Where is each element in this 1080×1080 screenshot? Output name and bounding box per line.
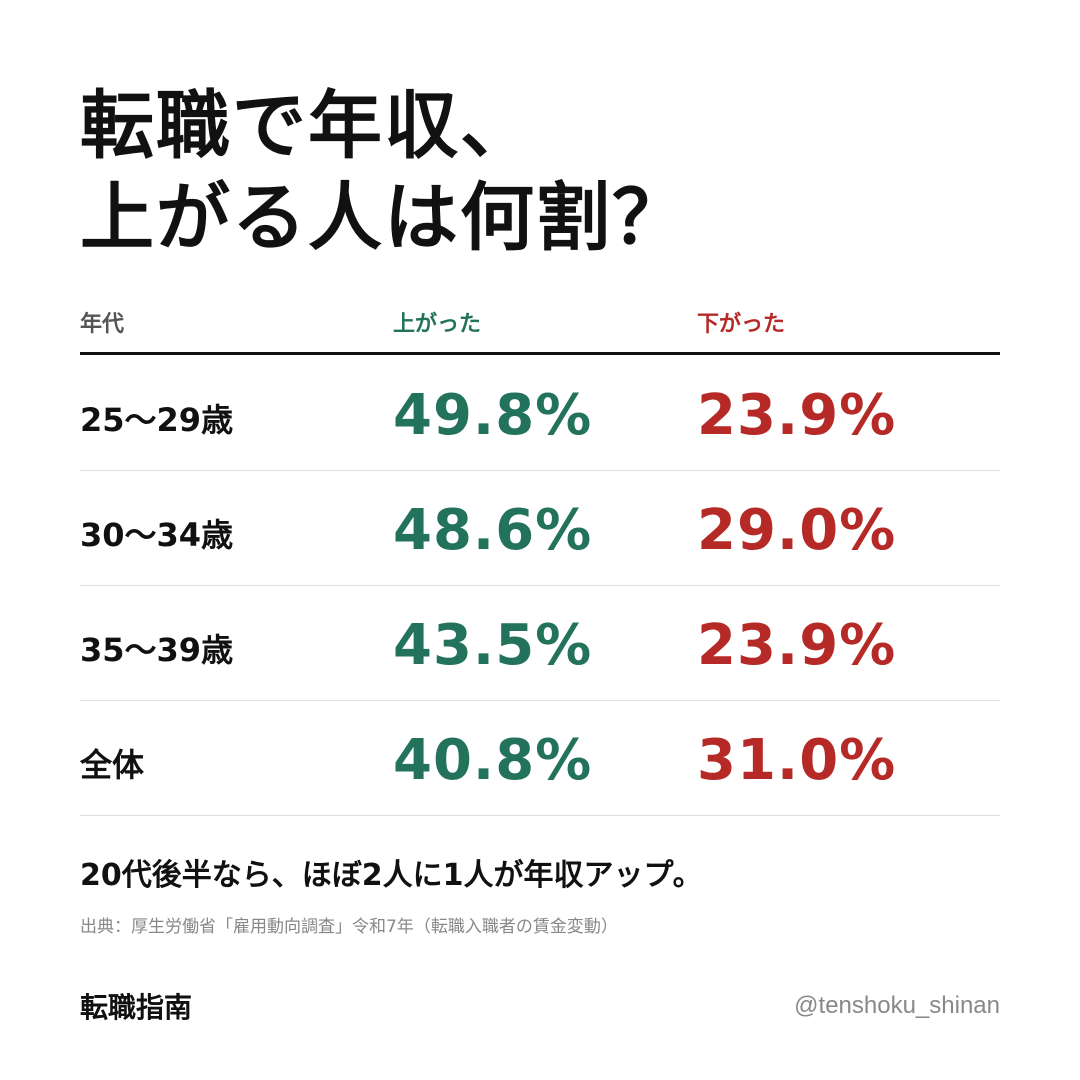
- age-cell: 35〜39歳: [80, 631, 234, 669]
- down-cell: 29.0%: [697, 498, 897, 563]
- up-cell: 43.5%: [393, 613, 593, 678]
- header-rule: [80, 352, 1000, 355]
- table-row: 35〜39歳 43.5% 23.9%: [80, 585, 1000, 701]
- up-cell: 49.8%: [393, 383, 593, 448]
- column-header-age: 年代: [80, 312, 125, 337]
- column-header-down: 下がった: [697, 312, 786, 337]
- down-cell: 23.9%: [697, 383, 897, 448]
- account-handle: @tenshoku_shinan: [794, 992, 1000, 1019]
- page-title: 転職で年収、 上がる人は何割？: [80, 80, 688, 264]
- table-row: 全体 40.8% 31.0%: [80, 700, 1000, 816]
- age-cell: 30〜34歳: [80, 516, 234, 554]
- age-cell: 25〜29歳: [80, 401, 234, 439]
- title-line-1: 転職で年収、: [80, 83, 536, 169]
- table-row: 25〜29歳 49.8% 23.9%: [80, 355, 1000, 471]
- column-header-up: 上がった: [393, 312, 482, 337]
- table-row: 30〜34歳 48.6% 29.0%: [80, 470, 1000, 586]
- age-cell: 全体: [80, 746, 145, 784]
- up-cell: 40.8%: [393, 728, 593, 793]
- summary-text: 20代後半なら、ほぼ2人に1人が年収アップ。: [80, 858, 703, 893]
- title-line-2: 上がる人は何割？: [80, 175, 688, 261]
- brand-logo-text: 転職指南: [80, 991, 193, 1024]
- up-cell: 48.6%: [393, 498, 593, 563]
- down-cell: 23.9%: [697, 613, 897, 678]
- source-note: 出典：厚生労働省「雇用動向調査」令和7年（転職入職者の賃金変動）: [80, 917, 618, 937]
- down-cell: 31.0%: [697, 728, 897, 793]
